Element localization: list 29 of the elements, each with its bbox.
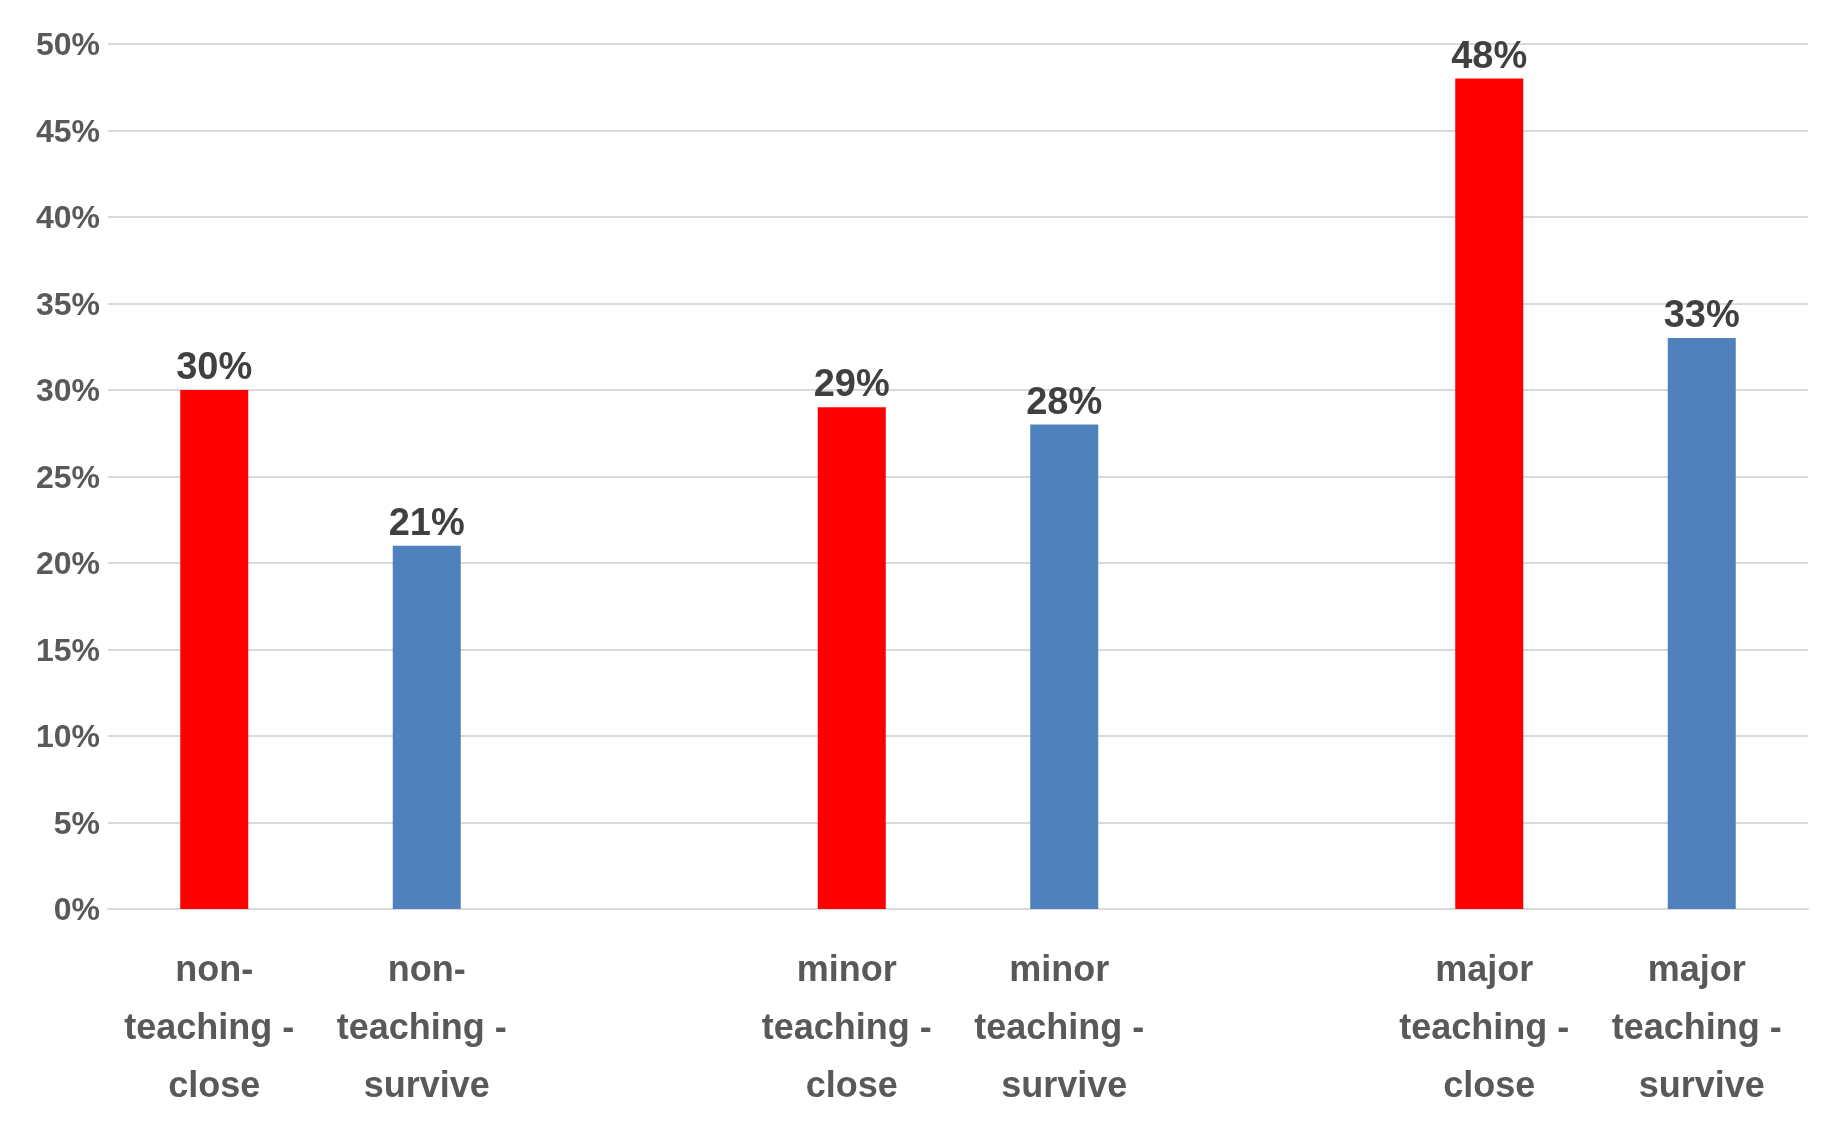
data-label: 33% [1663,293,1740,336]
x-tick-label: non-teaching - close [124,947,305,1105]
x-tick-label: major teaching - close [1399,947,1580,1105]
y-tick-label: 30% [35,372,100,408]
x-tick-label: major teaching - survive [1611,947,1792,1105]
bar [1667,338,1736,909]
bar [1455,78,1524,909]
data-label: 29% [813,362,890,405]
y-tick-label: 10% [35,718,100,754]
data-label: 30% [176,345,253,387]
data-label: 28% [1026,379,1103,422]
y-tick-label: 0% [53,891,100,927]
y-tick-label: 45% [35,112,100,149]
y-tick-label: 15% [35,631,100,668]
data-label: 48% [1451,33,1528,76]
bar [180,390,249,909]
data-label: 21% [388,500,465,543]
y-tick-label: 40% [35,199,100,235]
y-tick-label: 50% [35,26,100,62]
y-tick-label: 25% [35,458,100,495]
bar [392,545,461,909]
bar [817,407,886,909]
x-tick-label: non-teaching - survive [336,947,517,1105]
y-tick-label: 35% [35,285,100,322]
x-tick-label: minor teaching - survive [974,947,1155,1105]
bar [1030,424,1099,909]
x-tick-label: minor teaching - close [761,947,942,1105]
y-tick-label: 20% [35,545,100,581]
y-tick-label: 5% [53,804,100,841]
